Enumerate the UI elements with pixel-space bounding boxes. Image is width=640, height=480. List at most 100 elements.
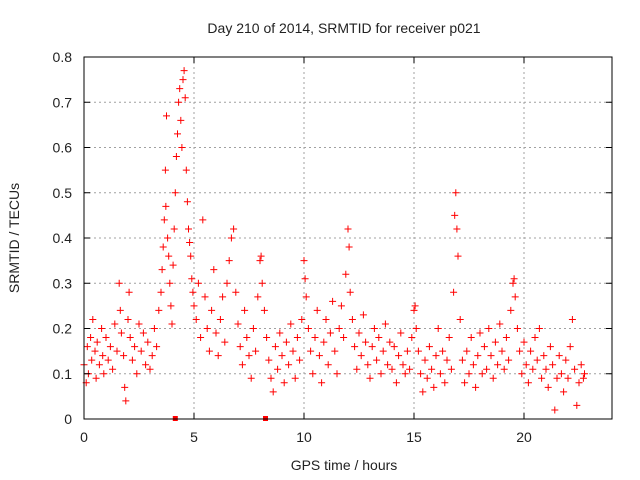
data-point — [345, 243, 353, 251]
data-point — [480, 343, 488, 351]
y-tick-label: 0.4 — [53, 230, 73, 246]
data-point — [463, 347, 471, 355]
data-point — [553, 374, 561, 382]
y-axis-label: SRMTID / TECUs — [6, 183, 22, 293]
data-point — [390, 343, 398, 351]
data-point — [571, 365, 579, 373]
data-point — [403, 347, 411, 355]
data-point — [410, 306, 418, 314]
data-point — [575, 379, 583, 387]
data-point — [373, 356, 381, 364]
data-point — [219, 293, 227, 301]
data-point — [92, 374, 100, 382]
data-point — [423, 374, 431, 382]
data-point — [128, 356, 136, 364]
data-point — [417, 370, 425, 378]
data-point — [529, 365, 537, 373]
data-point — [115, 279, 123, 287]
data-point — [169, 261, 177, 269]
data-point — [518, 370, 526, 378]
data-point — [271, 343, 279, 351]
data-point — [524, 379, 532, 387]
data-point — [124, 315, 132, 323]
data-point — [194, 279, 202, 287]
data-point — [340, 334, 348, 342]
data-points — [80, 67, 588, 414]
data-point — [137, 347, 145, 355]
data-point — [301, 275, 309, 283]
data-point — [165, 252, 173, 260]
data-point — [406, 365, 414, 373]
data-point — [171, 189, 179, 197]
data-point — [287, 320, 295, 328]
y-tick-label: 0.5 — [53, 185, 73, 201]
data-point — [401, 370, 409, 378]
x-tick-label: 20 — [516, 429, 532, 445]
y-tick-label: 0.7 — [53, 94, 73, 110]
data-point — [249, 325, 257, 332]
data-point — [320, 338, 328, 346]
data-point — [257, 252, 265, 260]
data-point — [496, 320, 504, 328]
data-point — [293, 334, 301, 342]
data-point — [364, 361, 372, 369]
data-point — [560, 388, 568, 396]
data-point — [260, 306, 268, 314]
data-point — [494, 361, 502, 369]
data-point — [342, 270, 350, 278]
data-point — [351, 343, 359, 351]
data-point — [199, 216, 207, 224]
data-point — [414, 347, 422, 355]
data-point — [274, 365, 282, 373]
data-point — [472, 383, 480, 391]
data-point — [527, 347, 535, 355]
data-point — [465, 370, 473, 378]
data-point — [291, 374, 299, 382]
data-point — [232, 288, 240, 296]
data-point — [104, 356, 112, 364]
data-point — [214, 352, 222, 360]
data-point — [489, 374, 497, 382]
data-point — [180, 67, 188, 75]
data-point — [243, 334, 251, 342]
data-point — [188, 275, 196, 283]
data-point — [159, 243, 167, 251]
data-point — [133, 370, 141, 378]
data-point — [487, 352, 495, 360]
data-point — [158, 266, 166, 274]
x-axis-label: GPS time / hours — [291, 457, 398, 473]
y-tick-label: 0.6 — [53, 140, 73, 156]
data-point — [125, 288, 133, 296]
data-point — [225, 257, 233, 265]
data-point — [236, 343, 244, 351]
data-point — [135, 320, 143, 328]
data-point — [210, 266, 218, 274]
plot-frame — [83, 56, 613, 420]
data-point — [227, 234, 235, 242]
data-point — [160, 216, 168, 224]
data-point — [289, 347, 297, 355]
data-point — [357, 352, 365, 360]
data-point — [522, 361, 530, 369]
data-point — [139, 329, 147, 337]
data-point — [126, 334, 134, 342]
data-point — [221, 338, 229, 346]
data-point — [368, 343, 376, 351]
data-point — [386, 338, 394, 346]
data-point — [467, 334, 475, 342]
data-point — [538, 374, 546, 382]
data-point — [555, 352, 563, 360]
data-point — [395, 352, 403, 360]
data-point — [192, 315, 200, 323]
data-point — [269, 388, 277, 396]
data-point — [568, 315, 576, 323]
data-point — [419, 388, 427, 396]
data-point — [265, 356, 273, 364]
data-point — [174, 130, 181, 138]
data-point — [254, 293, 262, 301]
data-point — [359, 311, 367, 319]
data-point — [421, 356, 429, 364]
x-tick-label: 10 — [296, 429, 312, 445]
data-point — [190, 302, 198, 310]
data-point — [117, 329, 125, 337]
